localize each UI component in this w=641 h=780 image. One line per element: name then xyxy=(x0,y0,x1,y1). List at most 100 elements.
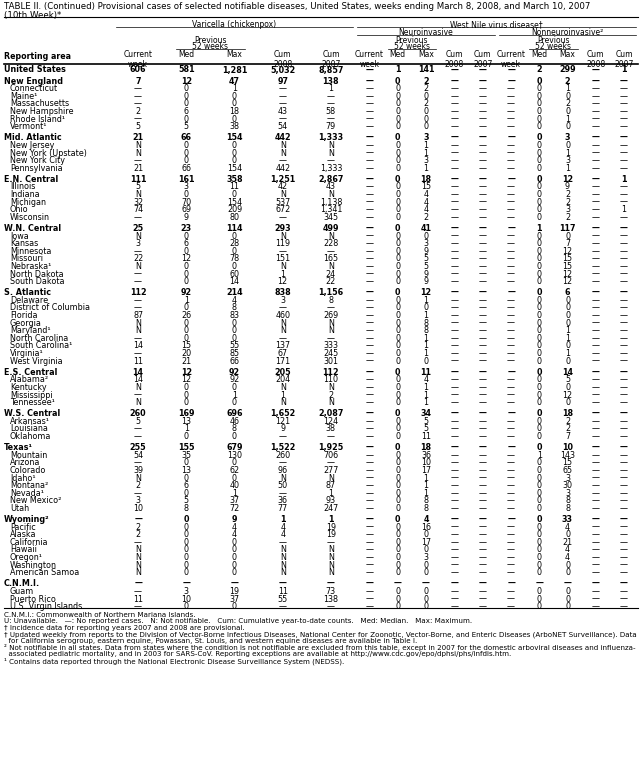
Text: Minnesota: Minnesota xyxy=(10,246,51,256)
Text: —: — xyxy=(507,66,515,75)
Text: —: — xyxy=(592,580,599,588)
Text: 8: 8 xyxy=(232,303,237,313)
Text: 10: 10 xyxy=(421,459,431,467)
Text: 15: 15 xyxy=(181,342,192,350)
Text: —: — xyxy=(451,296,458,305)
Text: N: N xyxy=(328,553,334,562)
Text: 155: 155 xyxy=(178,443,195,452)
Text: (10th Week)*: (10th Week)* xyxy=(4,11,62,20)
Text: 0: 0 xyxy=(184,303,189,313)
Text: 52 weeks: 52 weeks xyxy=(535,42,571,51)
Text: 52 weeks: 52 weeks xyxy=(394,42,430,51)
Text: —: — xyxy=(365,481,373,490)
Text: —: — xyxy=(479,326,487,335)
Text: 66: 66 xyxy=(181,164,191,172)
Text: Med: Med xyxy=(390,50,406,59)
Text: 1,156: 1,156 xyxy=(319,288,344,297)
Text: Mid. Atlantic: Mid. Atlantic xyxy=(4,133,62,142)
Text: —: — xyxy=(279,580,287,588)
Text: Massachusetts: Massachusetts xyxy=(10,99,69,108)
Text: 3: 3 xyxy=(136,239,140,248)
Text: —: — xyxy=(620,587,628,596)
Text: † Updated weekly from reports to the Division of Vector-Borne Infectious Disease: † Updated weekly from reports to the Div… xyxy=(4,631,637,638)
Text: —: — xyxy=(327,246,335,256)
Text: 1,138: 1,138 xyxy=(320,197,342,207)
Text: 10: 10 xyxy=(133,504,143,513)
Text: 0: 0 xyxy=(424,602,428,611)
Text: —: — xyxy=(479,568,487,577)
Text: 1,652: 1,652 xyxy=(270,410,296,418)
Text: 0: 0 xyxy=(537,530,542,539)
Text: 0: 0 xyxy=(395,326,400,335)
Text: 2: 2 xyxy=(135,107,140,116)
Text: —: — xyxy=(592,84,600,93)
Text: U.S. Virgin Islands: U.S. Virgin Islands xyxy=(10,602,82,611)
Text: —: — xyxy=(365,334,373,342)
Text: 1: 1 xyxy=(395,66,401,75)
Text: —: — xyxy=(507,466,515,475)
Text: —: — xyxy=(620,504,628,513)
Text: 0: 0 xyxy=(537,553,542,562)
Text: 0: 0 xyxy=(184,84,189,93)
Text: —: — xyxy=(620,342,628,350)
Text: —: — xyxy=(620,451,628,459)
Text: 0: 0 xyxy=(395,122,400,131)
Text: 672: 672 xyxy=(275,205,290,215)
Text: 0: 0 xyxy=(395,496,400,505)
Text: N: N xyxy=(279,561,286,569)
Text: N: N xyxy=(135,326,141,335)
Text: —: — xyxy=(620,553,628,562)
Text: Neuroinvasive: Neuroinvasive xyxy=(399,28,453,37)
Text: —: — xyxy=(365,342,373,350)
Text: —: — xyxy=(507,391,515,399)
Text: —: — xyxy=(507,451,515,459)
Text: 2: 2 xyxy=(565,190,570,199)
Text: 0: 0 xyxy=(232,232,237,240)
Text: 0: 0 xyxy=(184,553,189,562)
Text: —: — xyxy=(451,190,458,199)
Text: Cum
2008: Cum 2008 xyxy=(273,50,292,69)
Text: —: — xyxy=(365,545,373,555)
Text: 11: 11 xyxy=(278,587,288,596)
Text: Iowa: Iowa xyxy=(10,232,29,240)
Text: N: N xyxy=(135,232,141,240)
Text: 1,251: 1,251 xyxy=(270,175,296,184)
Text: 1: 1 xyxy=(537,451,542,459)
Text: —: — xyxy=(507,92,515,101)
Text: North Dakota: North Dakota xyxy=(10,270,63,278)
Text: 0: 0 xyxy=(537,515,542,524)
Text: 0: 0 xyxy=(537,270,542,278)
Text: 0: 0 xyxy=(537,92,542,101)
Text: 0: 0 xyxy=(537,496,542,505)
Text: 9: 9 xyxy=(280,424,285,434)
Text: —: — xyxy=(451,459,458,467)
Text: —: — xyxy=(620,115,628,123)
Text: 0: 0 xyxy=(565,602,570,611)
Text: —: — xyxy=(365,496,373,505)
Text: —: — xyxy=(479,76,487,86)
Text: —: — xyxy=(451,443,458,452)
Text: N: N xyxy=(279,326,286,335)
Text: N: N xyxy=(135,561,141,569)
Text: 154: 154 xyxy=(227,164,242,172)
Text: 83: 83 xyxy=(229,311,240,320)
Text: 1: 1 xyxy=(565,326,570,335)
Text: 0: 0 xyxy=(565,318,570,328)
Text: N: N xyxy=(279,383,286,392)
Text: 0: 0 xyxy=(537,398,542,407)
Text: 1: 1 xyxy=(565,148,570,158)
Text: —: — xyxy=(479,466,487,475)
Text: 0: 0 xyxy=(565,296,570,305)
Text: —: — xyxy=(620,334,628,342)
Text: —: — xyxy=(479,334,487,342)
Text: —: — xyxy=(451,417,458,426)
Text: N: N xyxy=(279,262,286,271)
Text: —: — xyxy=(134,349,142,358)
Text: Delaware: Delaware xyxy=(10,296,48,305)
Text: —: — xyxy=(507,342,515,350)
Text: 679: 679 xyxy=(226,443,243,452)
Text: 345: 345 xyxy=(323,213,338,222)
Text: 14: 14 xyxy=(133,342,143,350)
Text: —: — xyxy=(507,288,515,297)
Text: 3: 3 xyxy=(280,296,285,305)
